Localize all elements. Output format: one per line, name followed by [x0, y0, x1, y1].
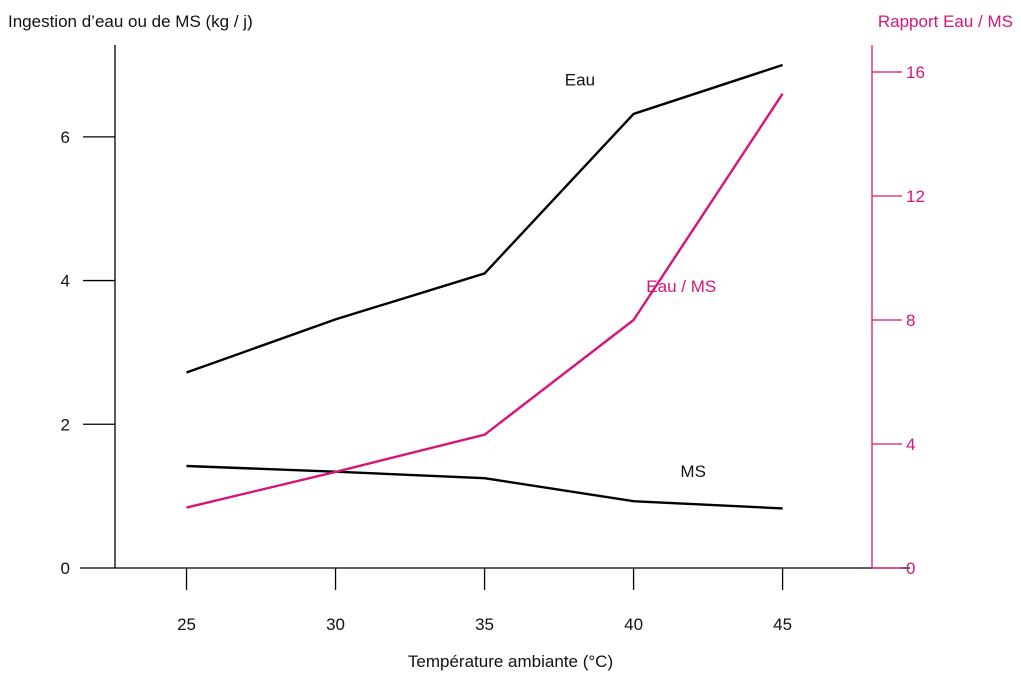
right-y-tick-label: 16	[906, 63, 925, 82]
x-tick-label: 30	[326, 615, 345, 634]
x-tick-label: 40	[624, 615, 643, 634]
series-line-0	[186, 63, 783, 374]
x-tick-label: 25	[177, 615, 196, 634]
series-line-2	[186, 93, 784, 509]
x-tick-label: 45	[773, 615, 792, 634]
right-y-tick-label: 8	[906, 311, 915, 330]
series-label-0: Eau	[565, 70, 595, 89]
left-y-tick-label: 4	[61, 272, 70, 291]
x-axis-label: Température ambiante (°C)	[407, 652, 614, 671]
x-tick-label: 35	[475, 615, 494, 634]
left-y-tick-label: 0	[61, 559, 70, 578]
series-label-1: MS	[680, 462, 706, 481]
right-axis-label: Rapport Eau / MS	[877, 12, 1013, 31]
series-label-2: Eau / MS	[646, 277, 716, 296]
right-y-tick-label: 12	[906, 187, 925, 206]
left-y-tick-label: 6	[61, 128, 70, 147]
left-axis-label: Ingestion d’eau ou de MS (kg / j)	[8, 12, 253, 31]
right-y-tick-label: 0	[906, 559, 915, 578]
left-y-tick-label: 2	[61, 415, 70, 434]
series-line-1	[186, 464, 783, 510]
right-y-tick-label: 4	[906, 435, 915, 454]
